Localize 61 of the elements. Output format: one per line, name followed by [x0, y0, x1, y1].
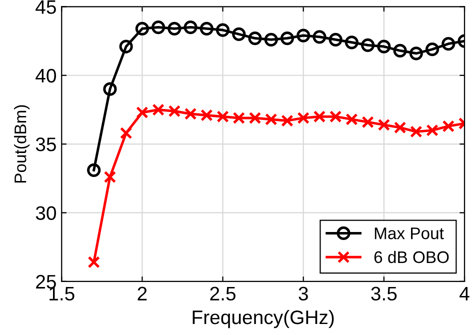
point [136, 106, 148, 119]
point [103, 82, 117, 96]
y-tick-label: 45 [36, 0, 56, 14]
x-tick-label: 3 [298, 286, 308, 301]
point [264, 32, 278, 46]
point [248, 112, 262, 124]
point [88, 256, 100, 268]
point [135, 22, 150, 36]
y-tick-label: 25 [36, 274, 56, 289]
point [346, 113, 358, 126]
point [393, 44, 407, 58]
point [409, 46, 423, 60]
point [377, 40, 391, 54]
x-tick-label: 4 [460, 286, 470, 300]
point [184, 108, 197, 120]
point [248, 31, 262, 46]
point [216, 23, 230, 37]
x-tick-label: 2.5 [210, 286, 236, 301]
point [425, 42, 440, 56]
point [312, 30, 326, 44]
y-axis-title: Pout(dBm) [14, 105, 30, 183]
point [313, 110, 326, 123]
point [442, 36, 456, 51]
point [378, 118, 390, 131]
x-tick-label: 1.5 [50, 286, 74, 301]
point [265, 113, 278, 126]
point [344, 36, 359, 50]
point [281, 114, 294, 127]
legend-label: 6 dB OBO [374, 250, 449, 264]
point [152, 104, 164, 116]
y-tick-label: 35 [36, 138, 56, 152]
point [362, 116, 374, 128]
y-tick-label: 40 [36, 68, 56, 83]
point [232, 112, 246, 124]
point [232, 27, 246, 41]
point [394, 121, 406, 134]
point [184, 20, 198, 34]
y-tick-label: 30 [36, 206, 56, 220]
point [168, 104, 181, 118]
point [297, 112, 310, 124]
legend-label: Max Pout [374, 228, 444, 240]
point [410, 126, 422, 138]
point [200, 109, 213, 122]
point [361, 38, 375, 52]
point [216, 110, 229, 123]
x-tick-label: 3.5 [371, 286, 397, 301]
x-axis-title: Frequency(GHz) [192, 310, 334, 328]
point [168, 22, 182, 36]
point [329, 110, 342, 123]
point [152, 20, 166, 34]
point [119, 40, 133, 54]
point [104, 170, 116, 184]
point [296, 28, 310, 42]
x-tick-label: 2 [138, 286, 147, 300]
point [328, 32, 342, 46]
point [87, 163, 101, 177]
point [120, 126, 132, 140]
point [426, 124, 438, 136]
point [280, 31, 294, 46]
point [442, 120, 455, 132]
point [200, 22, 214, 36]
